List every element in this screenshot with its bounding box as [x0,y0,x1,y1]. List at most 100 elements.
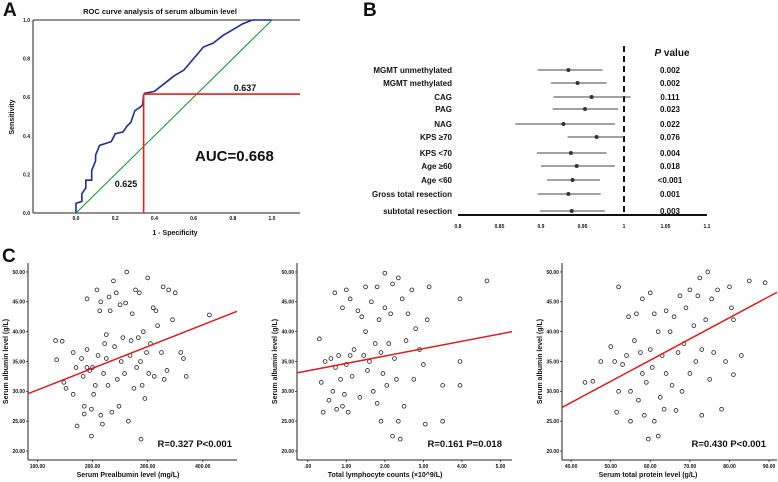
scatter-point [687,371,693,376]
scatter-point [409,287,415,293]
forest-estimate-point [575,81,580,85]
scatter-y-tick: 25.00 [12,419,25,425]
roc-y-tick: 1.0 [23,18,30,24]
scatter-point [151,374,157,379]
forest-row-label: MGMT unmethylated [373,66,452,75]
scatter-point [144,350,149,355]
scatter-point [338,377,343,382]
scatter-point [616,284,621,290]
scatter-point [361,353,366,358]
scatter-point [731,317,736,323]
scatter-point [405,311,411,317]
scatter-point [697,275,703,281]
scatter-point [403,338,409,343]
scatter-y-tick: 45.00 [546,300,559,306]
roc-y-tick: 0.2 [23,172,30,178]
scatter-point [81,411,87,417]
scatter-point [396,275,401,281]
scatter-point [326,398,332,403]
scatter-point [628,389,633,394]
scatter-point [719,406,724,412]
roc-y-tick: 0.4 [23,134,30,140]
scatter-point [667,329,673,334]
forest-row-label: Age <60 [421,176,452,185]
scatter-x-tick: .00 [304,464,311,470]
scatter-point [94,287,100,293]
scatter-point [651,311,657,317]
scatter-point [663,371,669,376]
scatter-x-tick: 70.00 [684,464,697,470]
scatter-point [159,350,164,355]
scatter-point [723,359,728,364]
scatter-point [334,406,339,412]
scatter-point [116,403,122,409]
forest-p-value: 0.003 [660,207,681,216]
scatter-point [91,392,96,397]
scatter-point [178,350,184,355]
scatter-point [396,418,401,424]
scatter-point [647,347,653,352]
roc-reference-line [75,19,273,214]
scatter-point [703,317,709,323]
scatter-point [81,403,87,409]
forest-p-italic: P [654,48,661,59]
scatter-point [663,308,669,314]
scatter-x-tick: 3.00 [419,464,429,470]
scatter-point [101,371,106,376]
forest-estimate-point [561,122,566,126]
scatter-point [640,371,645,376]
scatter-y-tick: 40.00 [546,329,559,335]
scatter-x-tick: 4.00 [457,464,467,470]
scatter-y-tick: 40.00 [281,329,294,335]
forest-p-value: 0.023 [660,105,681,114]
forest-x-tick: 1.1 [704,224,711,230]
scatter-point [369,299,374,305]
forest-row-label: MGMT methylated [383,79,452,88]
scatter-point [671,314,677,320]
scatter-point [421,362,426,367]
scatter-point [70,350,76,355]
scatter-x-tick: 5.00 [496,464,506,470]
scatter-point [138,359,143,364]
scatter-point [661,406,667,412]
forest-estimate-point [570,178,575,182]
scatter-x-tick: 90.00 [763,464,776,470]
scatter-ylabel: Serum albumin level (g/L) [272,319,279,404]
scatter-point [133,287,138,293]
scatter-point [669,383,675,388]
scatter-point [342,392,347,397]
scatter-point [394,377,399,382]
scatter-point [715,287,720,293]
scatter-point [367,359,372,364]
scatter-point [440,383,445,388]
scatter-y-tick: 35.00 [12,359,25,365]
scatter-point [457,296,463,302]
scatter-point [153,308,159,314]
roc-x-tick: 0.8 [229,216,236,222]
scatter-x-tick: 60.00 [644,464,657,470]
scatter-point [590,378,596,384]
scatter-point [351,347,357,352]
scatter-point [347,353,353,358]
scatter-point [105,383,111,388]
scatter-point [104,356,109,361]
scatter-point [84,365,90,370]
scatter-point [320,409,326,415]
scatter-point [620,362,625,367]
scatter-prealbumin: 20.00 25.00 30.00 35.00 40.00 45.00 50.00 100.0… [3,263,238,479]
scatter-point [729,305,734,311]
forest-estimate-point [566,68,571,72]
correlation-stat: R=0.327 P<0.001 [158,439,233,450]
scatter-point [117,302,123,308]
scatter-y-tick: 45.00 [281,300,294,306]
scatter-point [120,335,126,340]
scatter-point [363,329,368,334]
scatter-point [54,357,59,363]
scatter-y-tick: 30.00 [546,389,559,395]
scatter-point [322,359,328,364]
scatter-point [374,284,380,290]
scatter-point [61,380,67,385]
scatter-point [388,311,393,317]
scatter-point [376,317,382,323]
scatter-point [426,284,432,290]
